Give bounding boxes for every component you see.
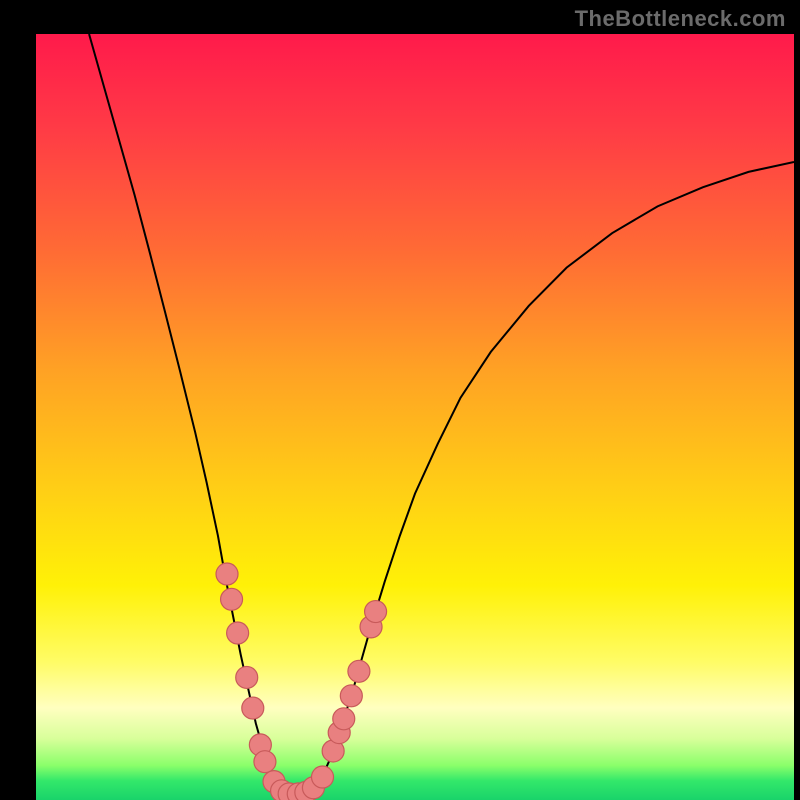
curve-markers [216,563,387,800]
curve-marker [348,660,370,682]
curve-marker [236,666,258,688]
chart-frame: TheBottleneck.com [0,0,800,800]
curve-marker [312,766,334,788]
curve-marker [340,685,362,707]
curve-marker [221,588,243,610]
curve-marker [333,708,355,730]
bottleneck-curve [89,34,794,795]
curve-marker [254,751,276,773]
plot-area [36,34,794,800]
curve-marker [216,563,238,585]
curve-marker [365,601,387,623]
curve-marker [242,697,264,719]
curve-marker [227,622,249,644]
chart-svg [36,34,794,800]
watermark-label: TheBottleneck.com [575,6,786,32]
